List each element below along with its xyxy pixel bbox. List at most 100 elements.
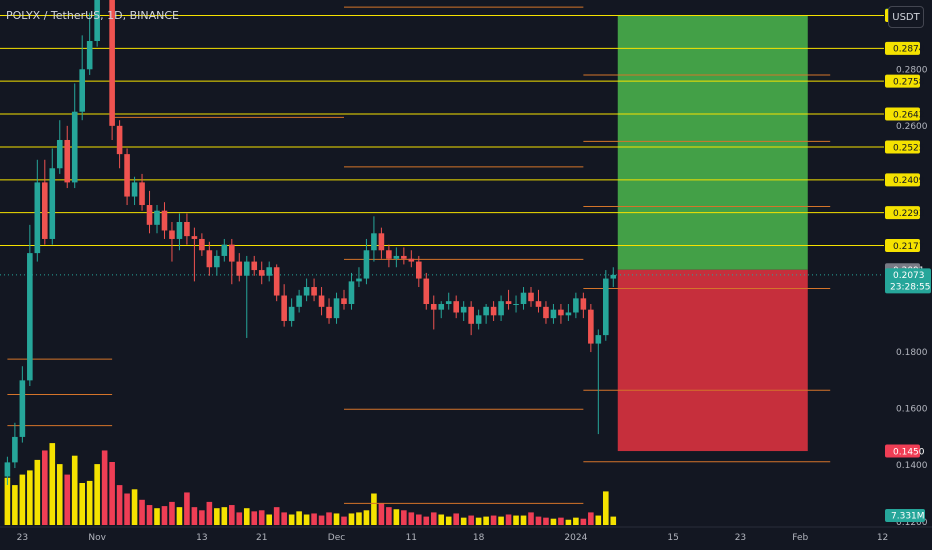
time-axis-background: [0, 527, 884, 550]
candle-body: [56, 139, 63, 169]
volume-bar: [34, 459, 41, 525]
candle-body: [311, 287, 317, 296]
candle-body: [49, 168, 56, 239]
candle-body: [229, 244, 235, 262]
volume-bar: [251, 511, 258, 525]
candle-body: [475, 315, 482, 324]
price-tag: [885, 140, 920, 154]
volume-bar: [363, 510, 370, 525]
candle-body: [12, 436, 18, 463]
candle-body: [124, 154, 130, 197]
volume-bar: [498, 516, 504, 525]
volume-bar: [101, 450, 108, 525]
candle-body: [445, 301, 452, 305]
candle-body: [131, 182, 138, 197]
candle-body: [595, 335, 602, 344]
volume-bar: [71, 455, 78, 525]
candle-body: [71, 111, 78, 183]
volume-bar: [124, 493, 130, 525]
candle-body: [214, 255, 220, 268]
volume-bar: [333, 513, 340, 525]
price-tag-label: 0.2874: [893, 45, 925, 55]
volume-bar: [460, 517, 467, 525]
volume-bar: [303, 514, 310, 525]
time-tick-label: Nov: [88, 533, 106, 543]
candle-body: [558, 309, 564, 316]
volume-bar: [543, 517, 549, 525]
price-tag: [885, 206, 920, 220]
candle-body: [281, 295, 287, 321]
price-tick-label: 0.1800: [896, 348, 928, 358]
candle-body: [505, 301, 512, 305]
price-tag: [885, 444, 920, 458]
candle-body: [326, 306, 332, 319]
volume-bar: [214, 508, 220, 525]
volume-bars: [4, 443, 617, 525]
volume-bar: [288, 514, 295, 525]
candle-body: [109, 0, 115, 126]
candle-body: [378, 233, 385, 251]
volume-bar: [64, 474, 71, 525]
candle-body: [116, 125, 123, 155]
volume-bar: [595, 515, 602, 525]
candle-body: [86, 41, 93, 70]
time-tick-label: 11: [406, 533, 417, 543]
currency-button[interactable]: USDT: [888, 6, 924, 28]
candle-body: [258, 270, 265, 276]
volume-bar: [520, 515, 527, 525]
volume-bar: [580, 518, 587, 525]
price-tag-label: 0.1450: [893, 447, 925, 457]
volume-bar: [573, 517, 579, 525]
volume-bar: [341, 516, 347, 525]
volume-bar: [438, 514, 445, 525]
volume-bar: [236, 512, 243, 525]
price-tag: [885, 107, 920, 121]
candle-body: [371, 233, 377, 251]
volume-bar: [490, 515, 497, 525]
candle-body: [460, 306, 467, 313]
time-tick-label: 2024: [564, 533, 587, 543]
volume-bar: [49, 443, 56, 525]
price-tag-label: 0.2293: [893, 209, 925, 219]
volume-bar: [610, 516, 617, 525]
price-tick-label: 0.2800: [896, 65, 928, 75]
candle-body: [573, 298, 579, 313]
volume-bar: [311, 513, 317, 525]
candle-body: [154, 210, 160, 225]
volume-bar: [131, 489, 138, 525]
candle-body: [498, 301, 504, 316]
volume-bar: [176, 507, 183, 525]
candle-body: [34, 182, 41, 254]
volume-bar: [371, 493, 377, 525]
price-tag: [885, 173, 920, 187]
time-tick-label: 23: [17, 533, 28, 543]
volume-bar: [42, 450, 48, 525]
volume-bar: [79, 483, 85, 525]
candle-body: [64, 139, 71, 183]
volume-bar: [430, 512, 437, 525]
volume-bar: [423, 516, 430, 525]
candle-body: [430, 304, 437, 310]
volume-bar: [229, 505, 235, 525]
time-axis[interactable]: 23 Nov 13 21 Dec 11 18 2024 15 23 Feb 12: [0, 526, 932, 550]
volume-bar: [588, 512, 594, 525]
volume-bar: [139, 499, 145, 525]
volume-bar: [296, 511, 302, 525]
candle-body: [4, 462, 11, 477]
volume-bar: [94, 464, 100, 525]
volume-bar: [243, 508, 250, 525]
candle-body: [27, 253, 33, 381]
price-tick-label: 0.1200: [896, 518, 928, 528]
long-position-tool[interactable]: [617, 14, 808, 452]
candle-body: [94, 0, 100, 42]
price-tag-label: 0.2525: [893, 143, 925, 153]
candle-body: [588, 309, 594, 344]
price-tick-label: 0.1600: [896, 405, 928, 415]
candle-body: [423, 278, 430, 305]
candle-body: [490, 306, 497, 316]
volume-bar: [513, 515, 519, 525]
volume-bar: [318, 515, 325, 525]
candle-body: [139, 182, 145, 206]
candles: [4, 0, 617, 485]
